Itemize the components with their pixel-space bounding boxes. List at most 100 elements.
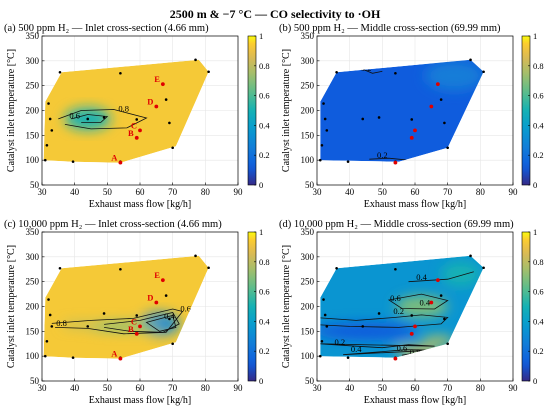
contour-line xyxy=(51,308,184,335)
sample-point xyxy=(322,102,325,105)
operating-point-label: B xyxy=(128,128,134,138)
sample-point xyxy=(469,58,472,62)
y-tick-label: 350 xyxy=(26,227,40,237)
x-tick-label: 90 xyxy=(509,187,519,197)
sample-point xyxy=(45,143,49,147)
contour-label: 0.6 xyxy=(390,293,401,303)
colorbar-tick-label: 0 xyxy=(533,180,537,190)
sample-point xyxy=(43,354,47,358)
x-axis-label: Exhaust mass flow [kg/h] xyxy=(89,199,192,210)
y-tick-label: 200 xyxy=(301,106,315,116)
operating-point-label: D xyxy=(147,97,153,107)
operating-point xyxy=(429,300,434,305)
chart-panel-c: (c) 10,000 ppm H₂ — Inlet cross-section … xyxy=(4,219,270,406)
contour-line xyxy=(104,312,180,333)
sample-point xyxy=(194,58,197,62)
contour-line xyxy=(145,314,177,332)
heatmap-region xyxy=(395,295,448,318)
operating-point xyxy=(154,300,159,305)
y-tick-label: 250 xyxy=(301,81,315,91)
heatmap-field: 0.20.2 xyxy=(320,59,484,162)
contour-line xyxy=(58,109,148,130)
colorbar-tick-label: 0.6 xyxy=(259,287,270,297)
x-tick-label: 70 xyxy=(168,187,178,197)
operating-point-label: A xyxy=(111,349,118,359)
sample-point xyxy=(48,117,52,121)
heatmap-base xyxy=(43,59,209,163)
colorbar xyxy=(521,231,531,382)
colorbar-tick-label: 0.8 xyxy=(533,257,544,267)
x-axis-label: Exhaust mass flow [kg/h] xyxy=(364,395,467,406)
contour-line xyxy=(387,293,449,310)
operating-point xyxy=(409,135,414,140)
sample-point xyxy=(446,146,449,150)
contour-line xyxy=(369,157,409,161)
sample-point xyxy=(119,267,122,271)
heatmap-region xyxy=(61,321,101,328)
sample-point xyxy=(439,294,443,297)
y-tick-label: 50 xyxy=(305,180,315,190)
x-tick-label: 90 xyxy=(234,187,244,197)
contour-label: 0.4 xyxy=(416,272,427,282)
x-tick-label: 60 xyxy=(411,187,421,197)
operating-point xyxy=(413,128,417,133)
sample-point xyxy=(43,158,47,162)
contour-line xyxy=(343,349,435,356)
sample-point xyxy=(443,317,446,321)
sample-point xyxy=(86,325,90,328)
sample-point xyxy=(71,356,75,359)
operating-point xyxy=(118,160,123,165)
operating-point xyxy=(429,104,434,109)
sample-point xyxy=(86,117,90,121)
sample-point xyxy=(482,70,485,74)
sample-point xyxy=(335,70,338,74)
panel-title: (d) 10,000 ppm H₂ — Middle cross-section… xyxy=(279,219,514,230)
contour-line xyxy=(320,343,435,349)
y-tick-label: 50 xyxy=(305,376,315,386)
heatmap-field: 0.8 0.6 xyxy=(43,59,209,163)
y-tick-label: 50 xyxy=(30,180,40,190)
x-tick-label: 50 xyxy=(103,383,113,393)
sample-point xyxy=(171,146,174,150)
heatmap-region xyxy=(424,60,484,91)
y-tick-label: 100 xyxy=(26,155,40,165)
colorbar-tick-label: 0.8 xyxy=(259,61,270,71)
chart-panel-b: (b) 500 ppm H₂ — Middle cross-section (6… xyxy=(279,23,544,210)
contour-label: 0.8 xyxy=(118,103,129,113)
x-tick-label: 40 xyxy=(70,383,80,393)
colorbar xyxy=(247,35,257,186)
heatmap-field: 0.40.6 0.40.20.20.4 0.6 0.8 xyxy=(320,255,484,358)
x-tick-label: 30 xyxy=(313,187,323,197)
y-tick-label: 150 xyxy=(301,326,315,336)
sample-point xyxy=(335,266,338,270)
operating-point xyxy=(134,135,139,140)
y-tick-label: 300 xyxy=(301,252,315,262)
sample-point xyxy=(135,118,139,121)
sample-point xyxy=(47,102,50,105)
colorbar-tick-label: 0.4 xyxy=(533,120,544,130)
sample-point xyxy=(135,314,139,317)
operating-point xyxy=(435,278,440,283)
x-tick-label: 30 xyxy=(38,187,48,197)
y-tick-label: 350 xyxy=(26,31,40,41)
colorbar-tick-label: 0 xyxy=(533,376,537,386)
colorbar-tick-label: 0 xyxy=(259,376,263,386)
sample-point xyxy=(48,313,52,317)
x-tick-label: 80 xyxy=(201,187,211,197)
contour-label: 0.2 xyxy=(393,306,404,316)
panel-title: (b) 500 ppm H₂ — Middle cross-section (6… xyxy=(279,23,501,34)
colorbar xyxy=(247,231,257,382)
contour-line xyxy=(71,114,109,123)
x-tick-label: 80 xyxy=(476,187,486,197)
sample-point xyxy=(207,266,210,270)
x-tick-label: 30 xyxy=(313,383,323,393)
y-tick-label: 350 xyxy=(301,31,315,41)
sample-point xyxy=(71,160,75,163)
operating-point-label: B xyxy=(128,324,134,334)
heatmap-blobs xyxy=(320,261,481,357)
operating-point xyxy=(154,104,159,109)
sample-point xyxy=(377,312,381,315)
x-tick-label: 40 xyxy=(345,187,355,197)
colorbar-tick-label: 0 xyxy=(259,180,263,190)
